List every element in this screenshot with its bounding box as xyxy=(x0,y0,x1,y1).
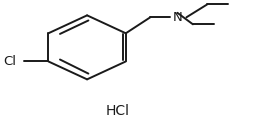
Text: HCl: HCl xyxy=(106,104,130,118)
Text: N: N xyxy=(173,11,182,24)
Text: Cl: Cl xyxy=(3,55,16,68)
